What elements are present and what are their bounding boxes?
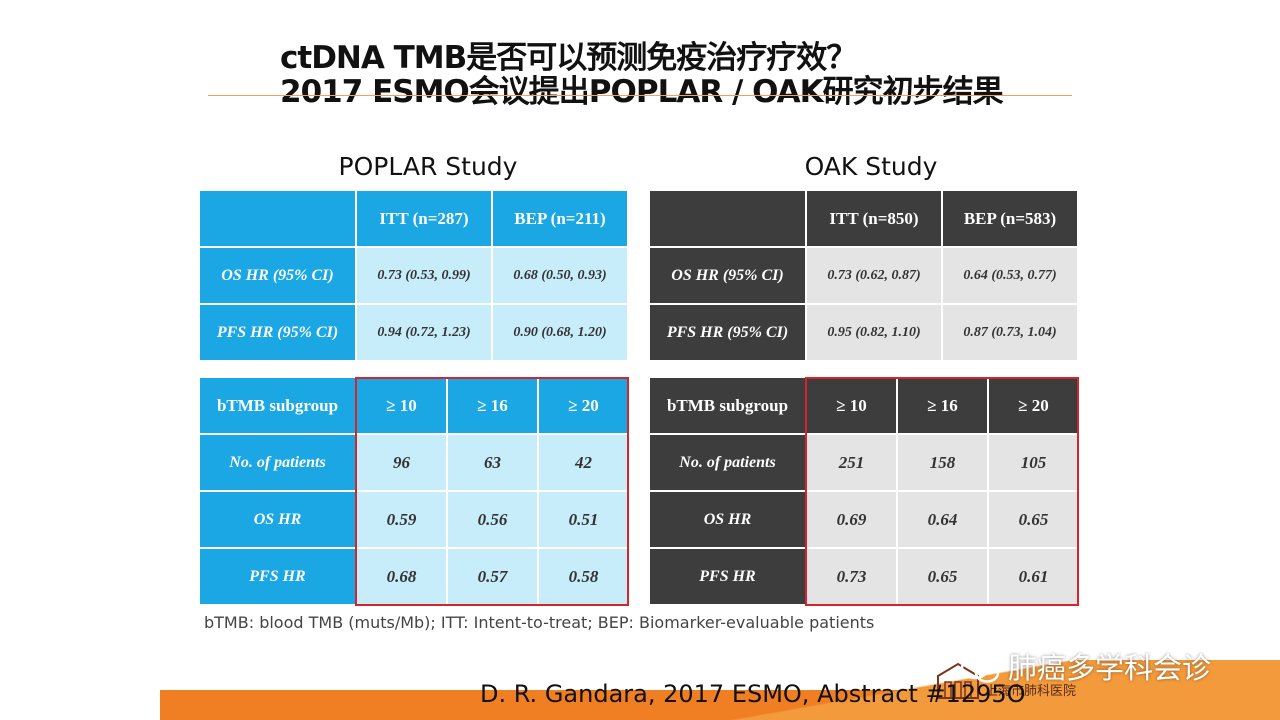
table-cell: 0.64 xyxy=(898,492,987,547)
title-divider xyxy=(208,95,1072,96)
row-label: No. of patients xyxy=(200,435,355,490)
table-corner-cell xyxy=(650,191,805,246)
watermark-text: 肺癌多学科会诊 xyxy=(1008,651,1212,685)
table-cell: 0.69 xyxy=(807,492,896,547)
oak-bottom-table: bTMB subgroup ≥ 10 ≥ 16 ≥ 20 No. of pati… xyxy=(648,376,1080,606)
row-label: OS HR xyxy=(200,492,355,547)
row-header: bTMB subgroup xyxy=(650,378,805,433)
table-cell: 0.65 xyxy=(898,549,987,604)
table-cell: 105 xyxy=(989,435,1078,490)
column-header: ITT (n=287) xyxy=(357,191,491,246)
row-label: OS HR (95% CI) xyxy=(650,248,805,303)
row-header: bTMB subgroup xyxy=(200,378,355,433)
poplar-highlight-box xyxy=(355,377,629,606)
table-corner-cell xyxy=(200,191,355,246)
footnote: bTMB: blood TMB (muts/Mb); ITT: Intent-t… xyxy=(204,613,875,632)
oak-study-title: OAK Study xyxy=(804,152,938,181)
table-cell: 251 xyxy=(807,435,896,490)
table-cell: 0.73 (0.53, 0.99) xyxy=(357,248,491,303)
table-cell: 0.64 (0.53, 0.77) xyxy=(943,248,1077,303)
table-cell: 0.56 xyxy=(448,492,537,547)
column-header: ≥ 16 xyxy=(448,378,537,433)
row-label: PFS HR (95% CI) xyxy=(650,305,805,360)
poplar-bottom-table: bTMB subgroup ≥ 10 ≥ 16 ≥ 20 No. of pati… xyxy=(198,376,630,606)
row-label: PFS HR (95% CI) xyxy=(200,305,355,360)
hospital-logo-name: 上海市肺科医院 xyxy=(985,684,1077,699)
row-label: OS HR xyxy=(650,492,805,547)
slide-title-line1: ctDNA TMB是否可以预测免疫治疗疗效？ xyxy=(280,40,857,76)
oak-highlight-box xyxy=(805,377,1079,606)
table-cell: 63 xyxy=(448,435,537,490)
table-cell: 0.59 xyxy=(357,492,446,547)
table-cell: 0.57 xyxy=(448,549,537,604)
table-cell: 96 xyxy=(357,435,446,490)
table-cell: 0.94 (0.72, 1.23) xyxy=(357,305,491,360)
table-cell: 0.73 xyxy=(807,549,896,604)
column-header: BEP (n=211) xyxy=(493,191,627,246)
table-cell: 0.95 (0.82, 1.10) xyxy=(807,305,941,360)
table-cell: 0.68 (0.50, 0.93) xyxy=(493,248,627,303)
poplar-top-table: ITT (n=287) BEP (n=211) OS HR (95% CI) 0… xyxy=(198,189,629,362)
wechat-icon xyxy=(960,655,1000,685)
slide-title-line2: 2017 ESMO会议提出POPLAR / OAK研究初步结果 xyxy=(280,74,1004,110)
column-header: ITT (n=850) xyxy=(807,191,941,246)
wechat-watermark: 肺癌多学科会诊 xyxy=(960,645,1211,687)
row-label: OS HR (95% CI) xyxy=(200,248,355,303)
poplar-study-title: POPLAR Study xyxy=(338,152,518,181)
table-cell: 42 xyxy=(539,435,628,490)
row-label: PFS HR xyxy=(200,549,355,604)
table-cell: 0.90 (0.68, 1.20) xyxy=(493,305,627,360)
row-label: No. of patients xyxy=(650,435,805,490)
hospital-logo-icon xyxy=(935,660,981,702)
table-cell: 0.58 xyxy=(539,549,628,604)
bottom-accent-wedge xyxy=(700,660,1280,720)
column-header: ≥ 20 xyxy=(539,378,628,433)
table-cell: 0.65 xyxy=(989,492,1078,547)
table-cell: 158 xyxy=(898,435,987,490)
table-cell: 0.68 xyxy=(357,549,446,604)
citation: D. R. Gandara, 2017 ESMO, Abstract #1295… xyxy=(480,680,1026,708)
column-header: ≥ 16 xyxy=(898,378,987,433)
column-header: BEP (n=583) xyxy=(943,191,1077,246)
table-cell: 0.51 xyxy=(539,492,628,547)
table-cell: 0.73 (0.62, 0.87) xyxy=(807,248,941,303)
column-header: ≥ 20 xyxy=(989,378,1078,433)
row-label: PFS HR xyxy=(650,549,805,604)
table-cell: 0.61 xyxy=(989,549,1078,604)
column-header: ≥ 10 xyxy=(807,378,896,433)
oak-top-table: ITT (n=850) BEP (n=583) OS HR (95% CI) 0… xyxy=(648,189,1079,362)
column-header: ≥ 10 xyxy=(357,378,446,433)
table-cell: 0.87 (0.73, 1.04) xyxy=(943,305,1077,360)
